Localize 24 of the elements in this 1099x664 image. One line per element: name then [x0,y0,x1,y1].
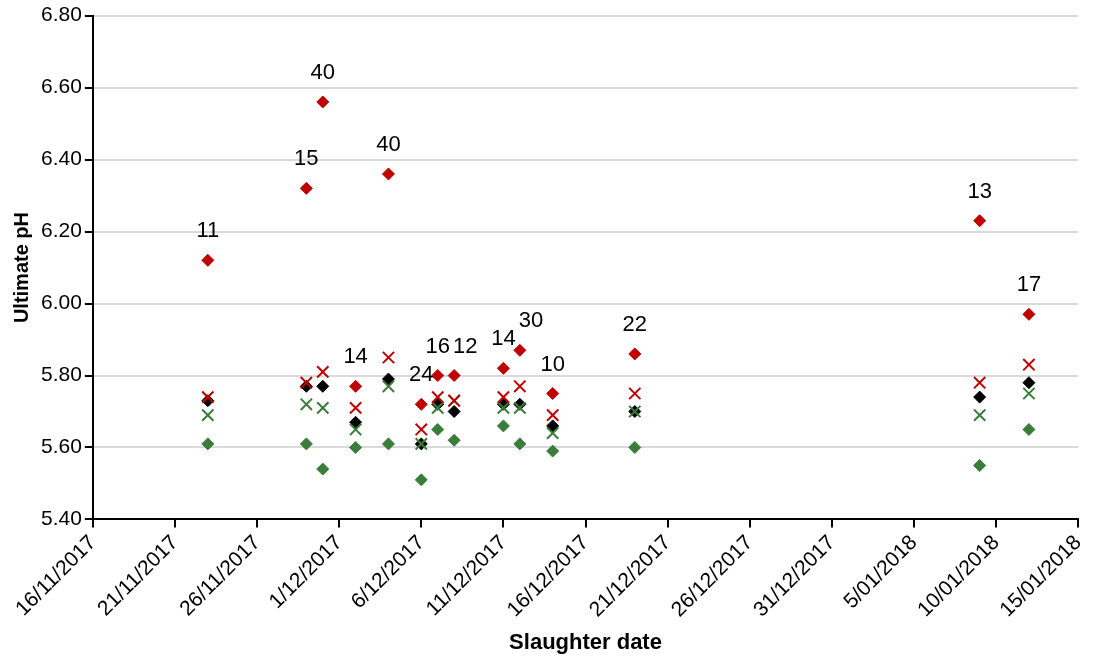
annotation: 40 [376,131,401,157]
annotation: 14 [343,343,368,369]
y-tick-label: 5.60 [41,434,82,458]
annotation: 15 [294,145,319,171]
annotation: 40 [310,59,336,85]
y-tick-label: 6.80 [41,2,82,26]
annotation: 16 [425,332,450,358]
y-tick-label: 5.40 [41,506,82,530]
annotation: 24 [409,361,434,387]
y-tick-label: 6.40 [41,146,82,170]
annotation: 30 [518,307,544,333]
x-axis-title: Slaughter date [509,628,662,654]
annotation: 11 [196,217,220,243]
annotation: 17 [1016,271,1042,297]
annotation: 10 [540,350,565,376]
annotation: 13 [967,177,992,203]
annotation: 12 [452,332,478,358]
y-tick-label: 6.60 [41,74,82,98]
annotation: 14 [491,325,516,351]
y-tick-label: 6.00 [41,290,82,314]
y-axis-title: Ultimate pH [9,211,32,324]
annotation: 22 [622,310,648,336]
y-tick-label: 6.20 [41,218,82,242]
y-tick-label: 5.80 [41,362,82,386]
